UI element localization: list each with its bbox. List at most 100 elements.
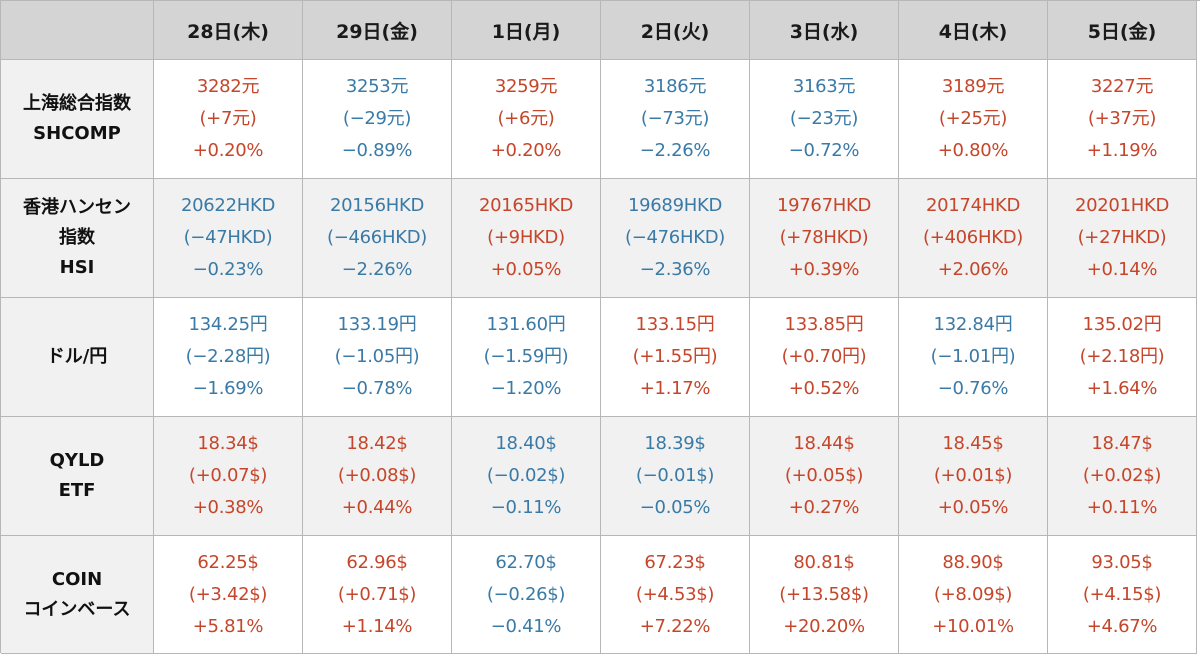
change-percent: +0.38% bbox=[192, 497, 264, 518]
change-value: (+78HKD) bbox=[779, 227, 869, 248]
change-percent: +0.44% bbox=[341, 497, 413, 518]
price-value: 18.40$ bbox=[495, 433, 557, 454]
change-percent: +0.05% bbox=[937, 497, 1009, 518]
table-cell: 93.05$ (+4.15$) +4.67% bbox=[1048, 536, 1197, 654]
change-value: (+6元) bbox=[497, 108, 555, 129]
price-value: 133.19円 bbox=[337, 314, 417, 335]
table-cell: 88.90$ (+8.09$) +10.01% bbox=[899, 536, 1048, 654]
column-header: 1日(月) bbox=[452, 1, 601, 60]
table-cell: 20622HKD (−47HKD) −0.23% bbox=[154, 179, 303, 298]
change-percent: +0.27% bbox=[788, 497, 860, 518]
change-value: (−1.05円) bbox=[334, 346, 420, 367]
change-value: (−466HKD) bbox=[327, 227, 427, 248]
row-header-line: ETF bbox=[58, 480, 96, 501]
price-value: 133.85円 bbox=[784, 314, 864, 335]
row-header: 香港ハンセン 指数 HSI bbox=[1, 179, 154, 298]
price-value: 18.39$ bbox=[644, 433, 706, 454]
price-value: 3163元 bbox=[792, 76, 856, 97]
change-percent: +1.64% bbox=[1086, 378, 1158, 399]
row-header: COIN コインベース bbox=[1, 536, 154, 654]
row-header-line: 指数 bbox=[59, 227, 95, 248]
table-cell: 20201HKD (+27HKD) +0.14% bbox=[1048, 179, 1197, 298]
change-percent: +0.11% bbox=[1086, 497, 1158, 518]
table-cell: 20156HKD (−466HKD) −2.26% bbox=[303, 179, 452, 298]
change-value: (−47HKD) bbox=[183, 227, 273, 248]
change-value: (−23元) bbox=[789, 108, 859, 129]
table-cell: 133.15円 (+1.55円) +1.17% bbox=[601, 298, 750, 417]
column-header: 4日(木) bbox=[899, 1, 1048, 60]
price-value: 3282元 bbox=[196, 76, 260, 97]
change-percent: −0.11% bbox=[490, 497, 562, 518]
change-percent: −1.69% bbox=[192, 378, 264, 399]
price-value: 18.44$ bbox=[793, 433, 855, 454]
table-cell: 3186元 (−73元) −2.26% bbox=[601, 60, 750, 179]
table-cell: 18.34$ (+0.07$) +0.38% bbox=[154, 417, 303, 536]
change-value: (−2.28円) bbox=[185, 346, 271, 367]
row-header: 上海総合指数 SHCOMP bbox=[1, 60, 154, 179]
column-header: 28日(木) bbox=[154, 1, 303, 60]
change-value: (−0.02$) bbox=[486, 465, 566, 486]
row-header-line: QYLD bbox=[49, 450, 105, 471]
price-value: 131.60円 bbox=[486, 314, 566, 335]
change-value: (−73元) bbox=[640, 108, 710, 129]
table-cell: 3253元 (−29元) −0.89% bbox=[303, 60, 452, 179]
change-value: (+9HKD) bbox=[487, 227, 565, 248]
price-value: 20156HKD bbox=[329, 195, 425, 216]
change-value: (+0.02$) bbox=[1082, 465, 1162, 486]
row-header-line: SHCOMP bbox=[33, 123, 121, 144]
table-cell: 132.84円 (−1.01円) −0.76% bbox=[899, 298, 1048, 417]
table-cell: 19767HKD (+78HKD) +0.39% bbox=[750, 179, 899, 298]
price-value: 18.45$ bbox=[942, 433, 1004, 454]
table-cell: 3259元 (+6元) +0.20% bbox=[452, 60, 601, 179]
price-value: 20622HKD bbox=[180, 195, 276, 216]
row-header-line: HSI bbox=[59, 257, 95, 278]
change-percent: −0.76% bbox=[937, 378, 1009, 399]
change-percent: +20.20% bbox=[783, 615, 865, 637]
change-value: (+0.01$) bbox=[933, 465, 1013, 486]
change-value: (+8.09$) bbox=[933, 583, 1013, 605]
table-cell: 20174HKD (+406HKD) +2.06% bbox=[899, 179, 1048, 298]
table-cell: 133.19円 (−1.05円) −0.78% bbox=[303, 298, 452, 417]
column-header: 29日(金) bbox=[303, 1, 452, 60]
price-value: 3227元 bbox=[1090, 76, 1154, 97]
change-percent: +0.80% bbox=[937, 140, 1009, 161]
row-header: QYLD ETF bbox=[1, 417, 154, 536]
price-value: 3186元 bbox=[643, 76, 707, 97]
price-value: 135.02円 bbox=[1082, 314, 1162, 335]
change-value: (+1.55円) bbox=[632, 346, 718, 367]
change-value: (−476HKD) bbox=[625, 227, 725, 248]
change-value: (−0.01$) bbox=[635, 465, 715, 486]
table-cell: 133.85円 (+0.70円) +0.52% bbox=[750, 298, 899, 417]
column-header: 5日(金) bbox=[1048, 1, 1197, 60]
table-cell: 62.96$ (+0.71$) +1.14% bbox=[303, 536, 452, 654]
row-header-line: コインベース bbox=[23, 598, 131, 620]
change-percent: +0.39% bbox=[788, 259, 860, 280]
table-cell: 18.44$ (+0.05$) +0.27% bbox=[750, 417, 899, 536]
change-percent: −2.26% bbox=[341, 259, 413, 280]
row-header-line: 上海総合指数 bbox=[23, 93, 131, 114]
price-value: 62.25$ bbox=[197, 551, 259, 573]
change-percent: +1.17% bbox=[639, 378, 711, 399]
price-value: 133.15円 bbox=[635, 314, 715, 335]
price-value: 19689HKD bbox=[627, 195, 723, 216]
change-percent: +0.20% bbox=[192, 140, 264, 161]
price-value: 88.90$ bbox=[942, 551, 1004, 573]
price-value: 20174HKD bbox=[925, 195, 1021, 216]
table-cell: 20165HKD (+9HKD) +0.05% bbox=[452, 179, 601, 298]
change-percent: +7.22% bbox=[639, 615, 711, 637]
column-header: 2日(火) bbox=[601, 1, 750, 60]
price-value: 132.84円 bbox=[933, 314, 1013, 335]
change-value: (+37元) bbox=[1087, 108, 1157, 129]
change-value: (−29元) bbox=[342, 108, 412, 129]
change-percent: +10.01% bbox=[932, 615, 1014, 637]
table-cell: 3227元 (+37元) +1.19% bbox=[1048, 60, 1197, 179]
table-cell: 18.45$ (+0.01$) +0.05% bbox=[899, 417, 1048, 536]
table-cell: 3282元 (+7元) +0.20% bbox=[154, 60, 303, 179]
table-cell: 67.23$ (+4.53$) +7.22% bbox=[601, 536, 750, 654]
change-percent: +0.14% bbox=[1086, 259, 1158, 280]
change-value: (−0.26$) bbox=[486, 583, 566, 605]
price-value: 80.81$ bbox=[793, 551, 855, 573]
price-value: 18.42$ bbox=[346, 433, 408, 454]
table-cell: 3189元 (+25元) +0.80% bbox=[899, 60, 1048, 179]
change-value: (+0.71$) bbox=[337, 583, 417, 605]
